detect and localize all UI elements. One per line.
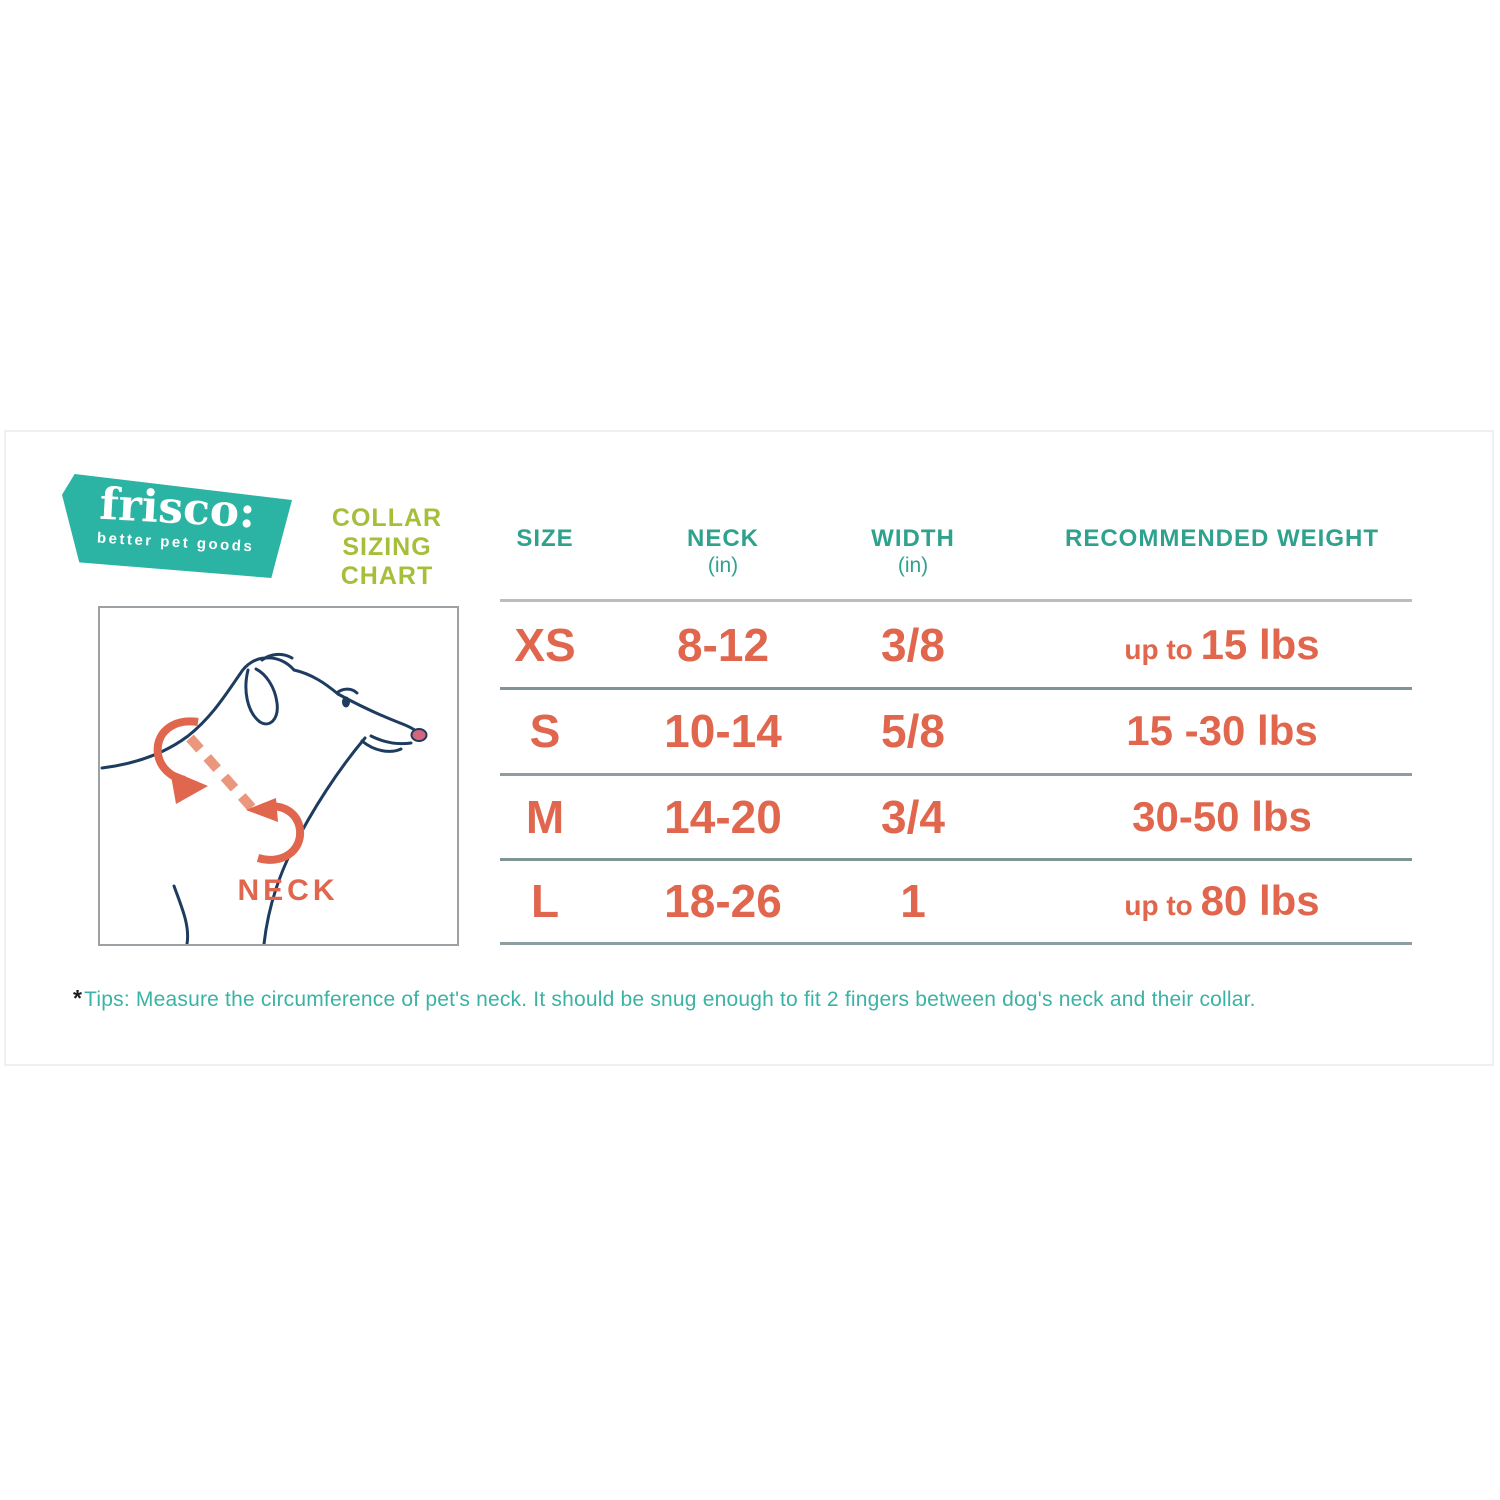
col-header-neck-unit: (in)	[707, 554, 739, 577]
weight-value: 30-50 lbs	[1132, 793, 1312, 840]
tips-text: Tips: Measure the circumference of pet's…	[84, 988, 1256, 1011]
asterisk: *	[73, 985, 83, 1011]
row-l-width: 1	[900, 875, 926, 927]
row-s-weight: 15 -30 lbs	[1032, 699, 1412, 763]
row-s-neck: 10-14	[664, 705, 782, 757]
row-xs-weight: up to 15 lbs	[1032, 613, 1412, 677]
chart-title-line2: SIZING CHART	[340, 533, 434, 590]
dog-neck-diagram: NECK	[100, 652, 428, 946]
neck-label: NECK	[237, 874, 338, 907]
table-line	[500, 599, 1412, 602]
chart-title-line1: COLLAR	[331, 504, 443, 532]
dog-nose-icon	[410, 728, 428, 742]
row-s-width: 5/8	[881, 705, 945, 757]
row-xs-width: 3/8	[881, 619, 945, 671]
col-header-width-unit: (in)	[897, 554, 929, 577]
row-m-neck: 14-20	[664, 791, 782, 843]
table-line	[500, 687, 1412, 690]
table-line	[500, 773, 1412, 776]
col-header-weight: RECOMMENDED WEIGHT	[1065, 525, 1379, 552]
measure-dashed-line	[186, 734, 256, 812]
chart-title: COLLAR SIZING CHART	[298, 504, 476, 591]
col-header-width: WIDTH	[871, 525, 955, 552]
table-line	[500, 942, 1412, 945]
row-m-weight: 30-50 lbs	[1032, 785, 1412, 849]
weight-value: 80 lbs	[1200, 877, 1320, 924]
col-header-neck: NECK	[686, 525, 759, 552]
row-xs-size: XS	[514, 619, 576, 671]
tips-note: *Tips: Measure the circumference of pet'…	[73, 985, 1463, 1012]
dog-eye	[342, 696, 350, 708]
weight-prefix: up to	[1124, 890, 1201, 921]
weight-value: 15 lbs	[1200, 621, 1320, 668]
row-l-weight: up to 80 lbs	[1032, 869, 1412, 933]
row-m-size: M	[525, 791, 565, 843]
row-xs-neck: 8-12	[676, 619, 770, 671]
row-l-neck: 18-26	[664, 875, 782, 927]
table-line	[500, 858, 1412, 861]
row-l-size: L	[530, 875, 560, 927]
row-s-size: S	[529, 705, 561, 757]
weight-prefix: up to	[1124, 634, 1201, 665]
dog-diagram-box: NECK	[98, 606, 459, 946]
weight-value: 15 -30 lbs	[1126, 707, 1318, 754]
col-header-size: SIZE	[516, 525, 574, 552]
row-m-width: 3/4	[881, 791, 945, 843]
measure-arrow-top-icon	[153, 717, 208, 804]
measure-arrow-bottom-icon	[246, 798, 305, 864]
dog-outline	[100, 652, 419, 946]
